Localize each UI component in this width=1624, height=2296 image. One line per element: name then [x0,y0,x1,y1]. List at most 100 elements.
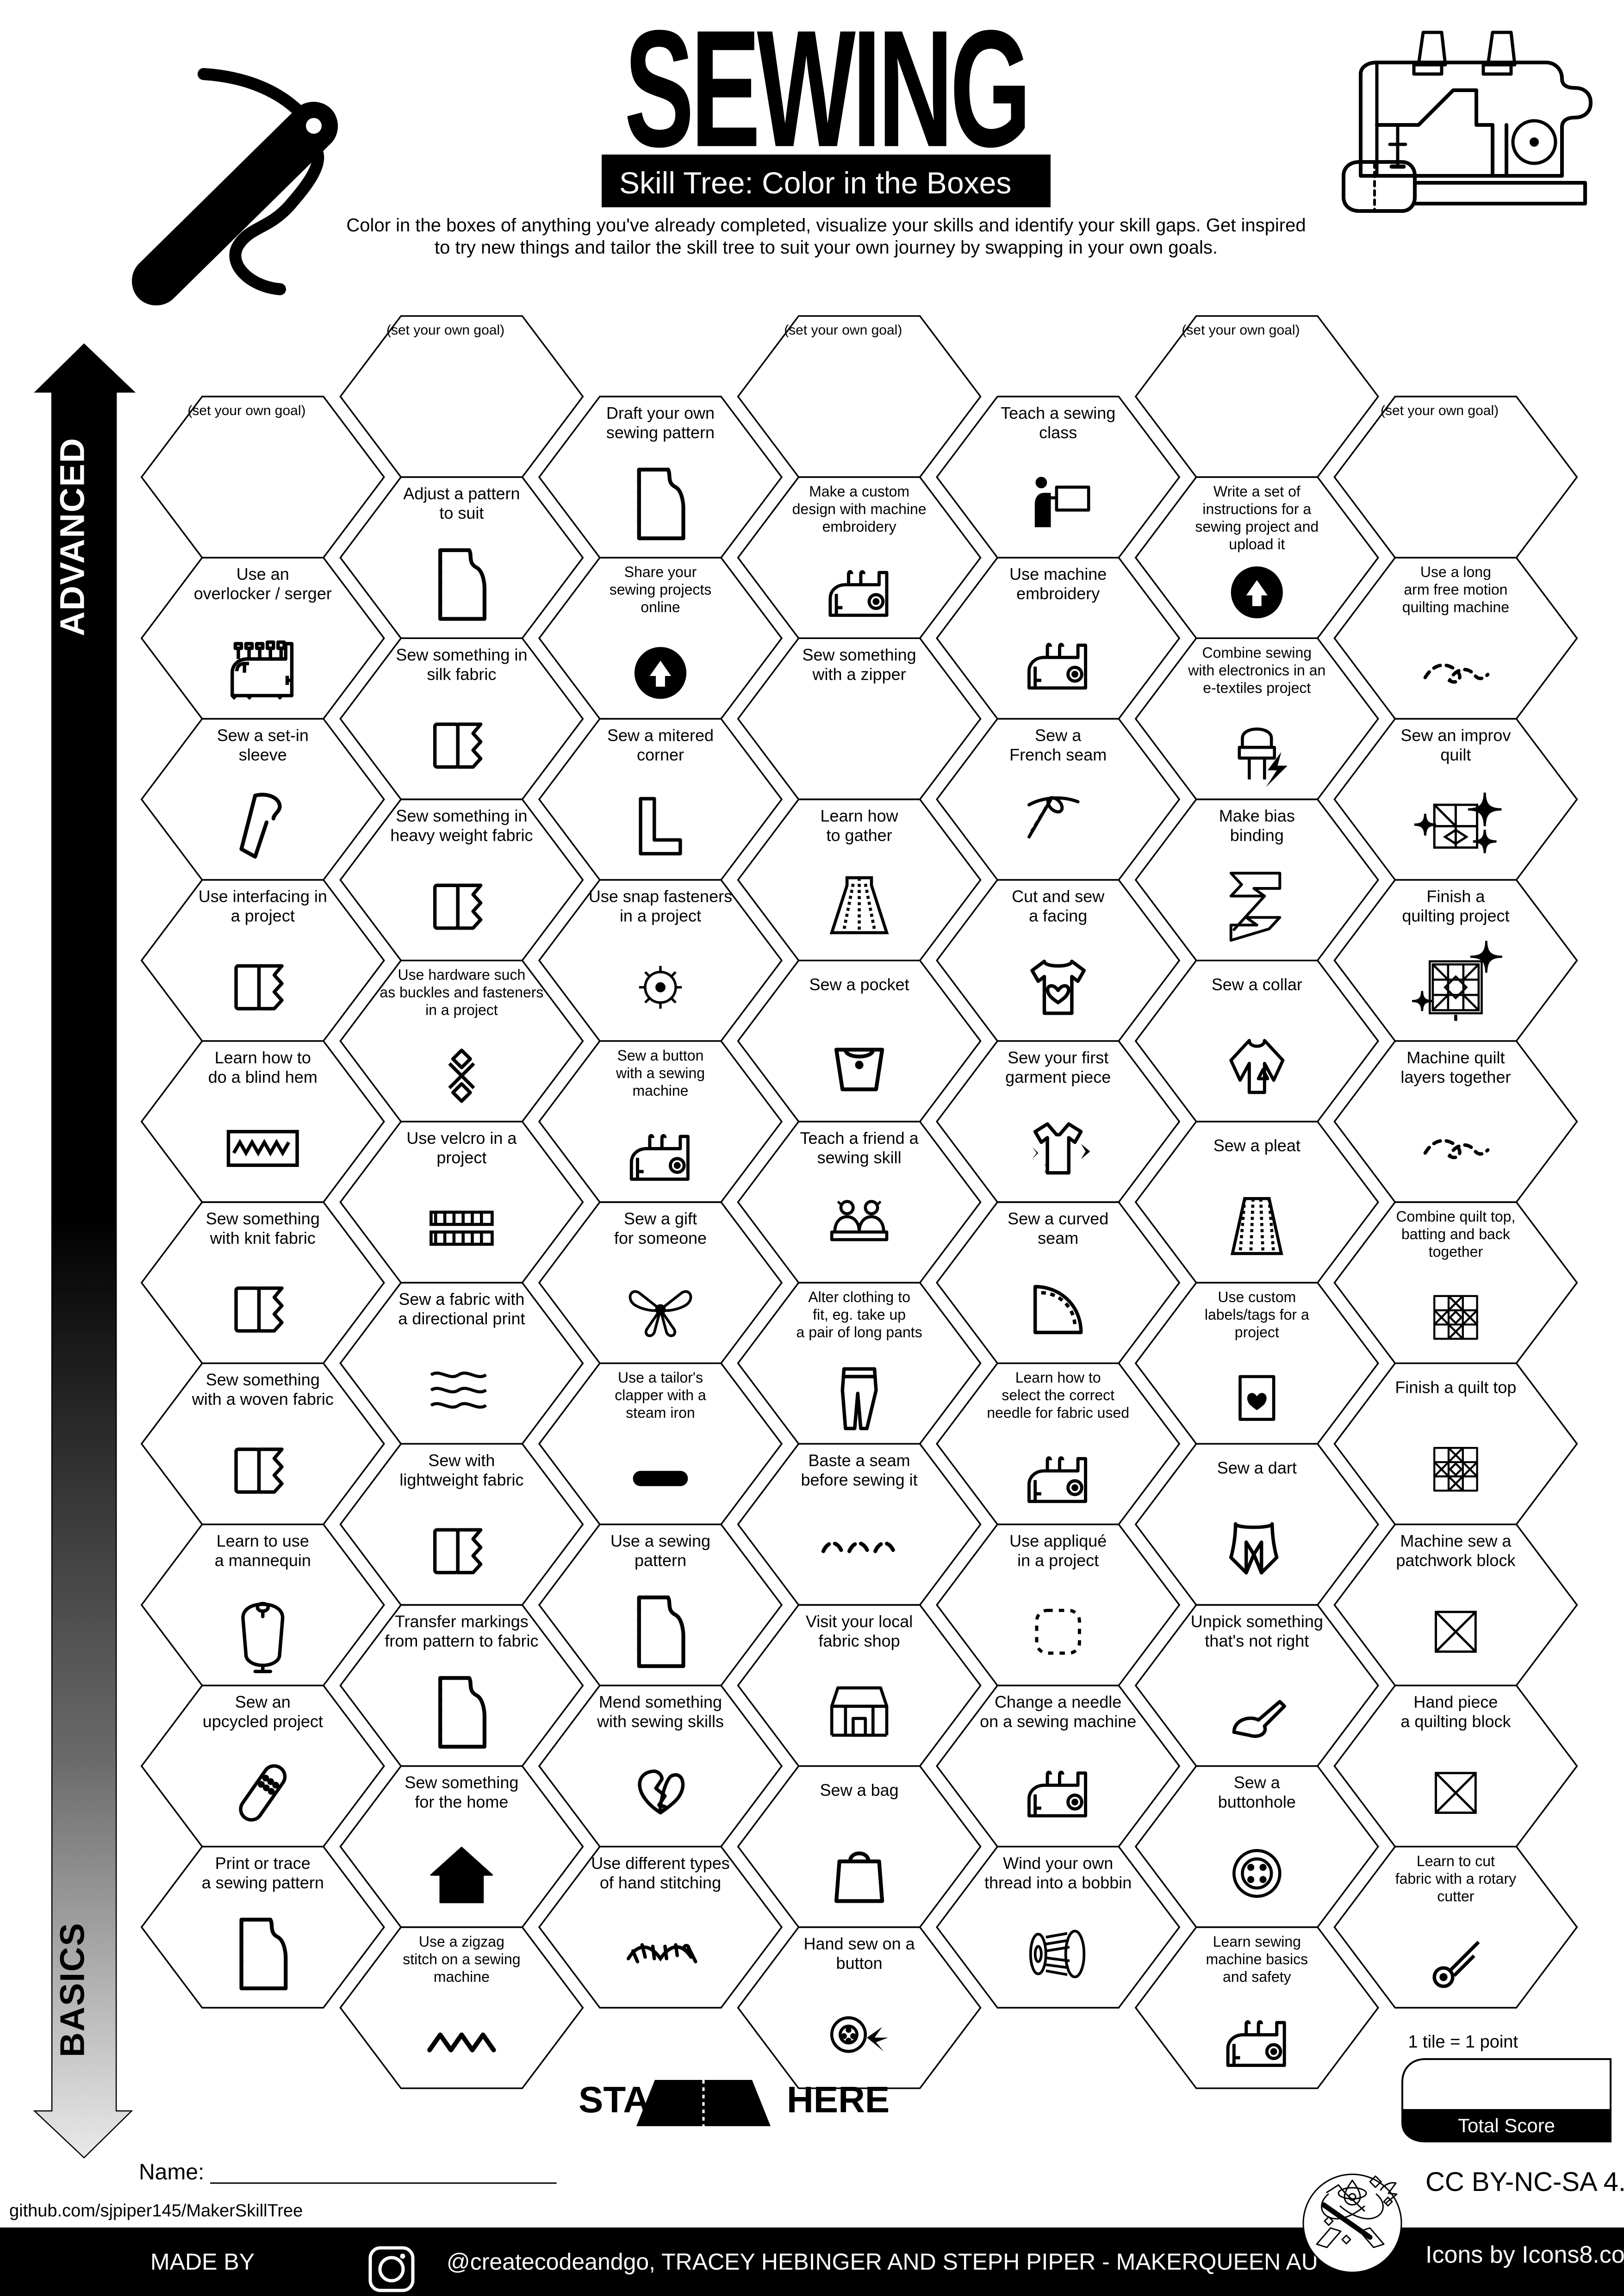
svg-text:a sewing pattern: a sewing pattern [202,1873,324,1892]
svg-text:@createcodeandgo, TRACEY HEBIN: @createcodeandgo, TRACEY HEBINGER AND ST… [447,2249,1318,2275]
svg-text:Learn how: Learn how [821,807,899,825]
svg-text:Change a needle: Change a needle [995,1693,1121,1712]
svg-text:from pattern to fabric: from pattern to fabric [385,1632,538,1651]
svg-text:design with machine: design with machine [792,501,927,517]
svg-text:Alter clothing to: Alter clothing to [808,1289,910,1305]
svg-text:patchwork block: patchwork block [1396,1551,1516,1570]
svg-text:Use a tailor's: Use a tailor's [618,1369,703,1386]
svg-text:quilting machine: quilting machine [1402,599,1509,615]
svg-text:Use hardware such: Use hardware such [398,967,526,983]
svg-text:for the home: for the home [415,1793,508,1812]
svg-text:select the correct: select the correct [1002,1387,1114,1403]
svg-text:Adjust a pattern: Adjust a pattern [403,484,520,503]
svg-text:Combine sewing: Combine sewing [1202,644,1312,661]
svg-text:Make bias: Make bias [1219,807,1295,825]
svg-text:French seam: French seam [1009,745,1107,764]
svg-text:Baste a seam: Baste a seam [809,1451,910,1470]
svg-text:Use a long: Use a long [1420,564,1491,580]
svg-text:Write a set of: Write a set of [1213,483,1300,500]
svg-text:HERE: HERE [787,2079,890,2120]
svg-text:silk fabric: silk fabric [427,664,496,683]
svg-text:Unpick something: Unpick something [1191,1612,1323,1631]
svg-text:stitch on a sewing: stitch on a sewing [403,1951,520,1967]
svg-text:in a project: in a project [425,1002,498,1018]
svg-text:project: project [1235,1324,1279,1340]
svg-text:Color in the boxes of anything: Color in the boxes of anything you've al… [346,215,1306,236]
svg-text:Total Score: Total Score [1458,2115,1555,2136]
svg-text:Sew something: Sew something [206,1370,320,1389]
svg-text:Sew a pocket: Sew a pocket [809,975,909,994]
svg-text:fit, eg. take up: fit, eg. take up [813,1306,906,1323]
svg-text:Use appliqué: Use appliqué [1009,1531,1107,1550]
svg-text:Use snap fasteners: Use snap fasteners [589,887,732,906]
svg-text:Sew something in: Sew something in [396,807,527,825]
svg-text:Visit your local: Visit your local [806,1612,913,1631]
svg-text:quilt: quilt [1440,745,1471,764]
svg-text:to gather: to gather [827,826,892,845]
svg-text:Hand sew on a: Hand sew on a [804,1934,915,1953]
svg-text:Teach a friend a: Teach a friend a [800,1129,919,1148]
svg-text:Use machine: Use machine [1009,565,1107,583]
svg-text:a facing: a facing [1029,906,1087,925]
svg-text:pattern: pattern [635,1551,686,1570]
svg-text:Draft your own: Draft your own [606,403,715,422]
svg-text:upcycled project: upcycled project [203,1712,323,1731]
svg-text:embroidery: embroidery [1016,584,1100,603]
svg-text:e-textiles project: e-textiles project [1203,679,1311,696]
svg-text:github.com/sjpiper145/MakerSki: github.com/sjpiper145/MakerSkillTree [9,2201,303,2221]
svg-text:sewing skill: sewing skill [817,1148,902,1167]
svg-text:sewing projects: sewing projects [610,581,712,598]
svg-text:Make a custom: Make a custom [809,483,909,500]
svg-text:cutter: cutter [1437,1888,1474,1905]
svg-text:CC BY-NC-SA 4.0: CC BY-NC-SA 4.0 [1425,2167,1624,2197]
svg-text:for someone: for someone [614,1229,707,1247]
svg-text:Sew a gift: Sew a gift [624,1209,697,1228]
svg-text:lightweight fabric: lightweight fabric [399,1470,523,1489]
svg-text:overlocker / serger: overlocker / serger [194,584,332,603]
svg-text:BASICS: BASICS [53,1922,92,2057]
svg-text:Use different types: Use different types [591,1854,730,1873]
svg-text:Learn to cut: Learn to cut [1417,1853,1495,1869]
svg-text:Sew a mitered: Sew a mitered [607,726,714,745]
svg-text:instructions for a: instructions for a [1202,501,1311,517]
svg-text:and safety: and safety [1223,1968,1291,1985]
svg-text:Use interfacing in: Use interfacing in [199,887,327,906]
svg-text:seam: seam [1038,1229,1078,1247]
svg-text:Cut and sew: Cut and sew [1012,887,1105,906]
svg-text:sewing project and: sewing project and [1195,518,1319,535]
svg-text:(set your own goal): (set your own goal) [1381,403,1499,418]
svg-text:binding: binding [1230,826,1284,845]
svg-text:machine: machine [633,1082,689,1099]
svg-text:Sew with: Sew with [428,1451,495,1470]
svg-text:MADE BY: MADE BY [150,2249,255,2275]
svg-text:fabric with a rotary: fabric with a rotary [1395,1870,1516,1887]
svg-text:Skill Tree: Color in the Boxes: Skill Tree: Color in the Boxes [619,166,1011,200]
svg-text:of hand stitching: of hand stitching [600,1873,721,1892]
svg-text:a pair of long pants: a pair of long pants [796,1324,922,1340]
svg-text:Icons by Icons8.com: Icons by Icons8.com [1425,2241,1624,2268]
svg-text:embroidery: embroidery [822,518,896,535]
svg-text:with electronics in an: with electronics in an [1188,662,1325,678]
svg-text:Name: ________________________: Name: ____________________________ [139,2160,557,2184]
svg-text:that's not right: that's not right [1205,1632,1309,1651]
svg-text:Use a sewing: Use a sewing [610,1531,710,1550]
svg-text:Sew a collar: Sew a collar [1212,975,1302,994]
svg-text:buttonhole: buttonhole [1218,1793,1296,1812]
svg-text:garment piece: garment piece [1005,1067,1111,1086]
svg-text:Wind your own: Wind your own [1003,1854,1113,1873]
svg-text:in a project: in a project [1017,1551,1099,1570]
svg-text:sleeve: sleeve [239,745,287,764]
svg-text:a quilting block: a quilting block [1400,1712,1511,1731]
svg-text:1 tile = 1 point: 1 tile = 1 point [1408,2032,1518,2052]
svg-text:Share your: Share your [624,564,697,580]
svg-text:with a sewing: with a sewing [616,1065,705,1081]
svg-text:with a woven fabric: with a woven fabric [192,1390,334,1409]
svg-text:with sewing skills: with sewing skills [597,1712,724,1731]
svg-text:in a project: in a project [620,906,701,925]
svg-text:Sew a set-in: Sew a set-in [217,726,309,745]
svg-text:clapper with a: clapper with a [615,1387,706,1403]
svg-text:quilting project: quilting project [1402,906,1509,925]
svg-text:a mannequin: a mannequin [215,1551,311,1570]
svg-text:with knit fabric: with knit fabric [210,1229,316,1247]
svg-text:with a zipper: with a zipper [812,664,906,683]
